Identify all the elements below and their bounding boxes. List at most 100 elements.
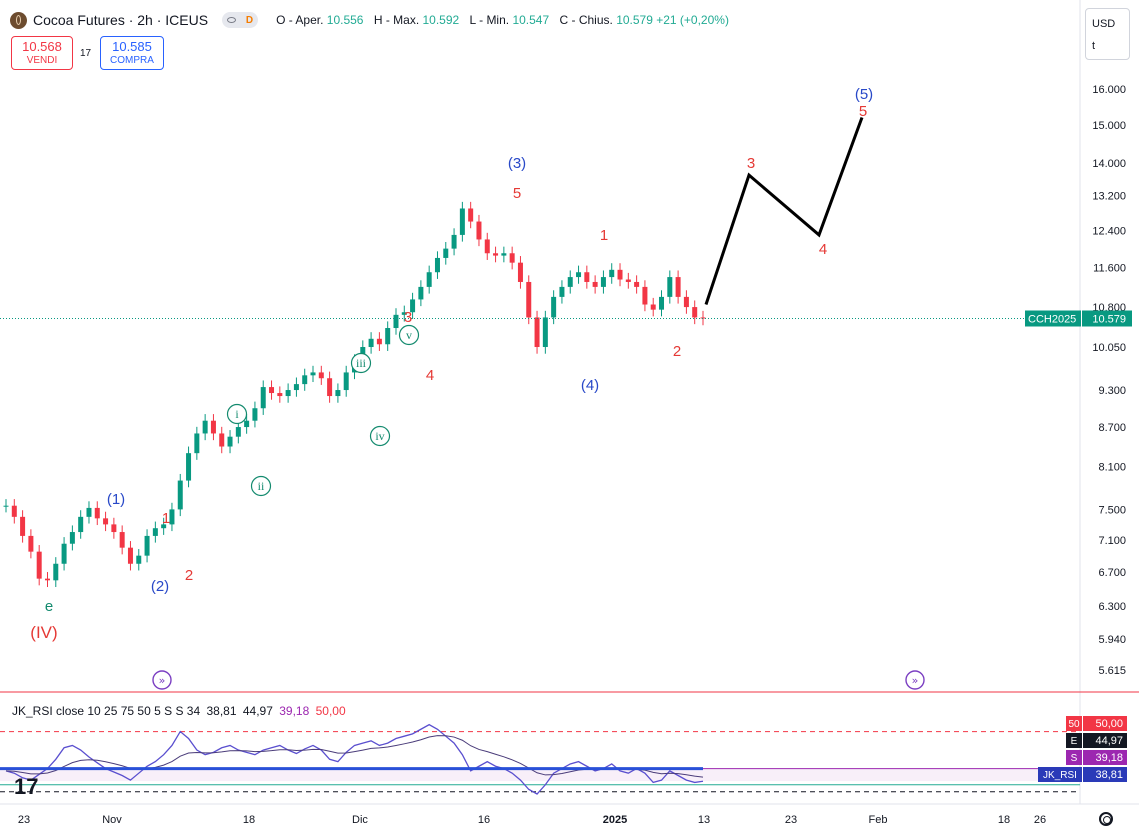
price-tick-label: 15.000 bbox=[1092, 120, 1126, 132]
candle-body bbox=[111, 524, 117, 533]
buy-button[interactable]: 10.585 COMPRA bbox=[100, 36, 164, 70]
wave-label-i: i bbox=[235, 407, 239, 421]
sell-price: 10.568 bbox=[22, 39, 62, 55]
time-tick-label: Feb bbox=[869, 814, 888, 826]
candle-body bbox=[393, 314, 399, 329]
candle-body bbox=[534, 317, 540, 348]
candle-body bbox=[625, 279, 631, 282]
buy-price: 10.585 bbox=[112, 39, 152, 55]
candle-body bbox=[202, 420, 208, 434]
candle-body bbox=[493, 253, 499, 256]
candle-body bbox=[177, 480, 183, 510]
price-tick-label: 10.050 bbox=[1092, 342, 1126, 354]
candle-body bbox=[683, 296, 689, 308]
wave-label-r2: 2 bbox=[185, 567, 193, 584]
rsi-tag-value: 50,00 bbox=[1095, 718, 1123, 730]
candle-body bbox=[468, 208, 474, 222]
time-tick-label: 26 bbox=[1034, 814, 1046, 826]
time-tick-label: 23 bbox=[785, 814, 797, 826]
candle-body bbox=[69, 532, 75, 544]
rsi-tag-key: JK_RSI bbox=[1043, 770, 1077, 781]
price-axis: 16.00015.00014.00013.20012.40011.60010.8… bbox=[1025, 0, 1139, 804]
candle-body bbox=[269, 387, 275, 394]
rsi-tag-key: E bbox=[1071, 736, 1078, 747]
elliott-projection-line bbox=[704, 116, 864, 305]
candle-body bbox=[484, 239, 490, 254]
candle-body bbox=[277, 393, 283, 397]
price-tick-label: 11.600 bbox=[1093, 262, 1126, 274]
candle-body bbox=[617, 269, 623, 280]
open-label: O - Aper. bbox=[276, 13, 324, 27]
candle-body bbox=[28, 535, 34, 552]
rsi-tag-key: S bbox=[1071, 753, 1078, 764]
rsi-tag-value-bg bbox=[1083, 733, 1127, 748]
candle-body bbox=[219, 433, 225, 447]
settings-gear-icon[interactable] bbox=[1099, 812, 1113, 826]
wave-label-iii: iii bbox=[356, 356, 367, 370]
candle-body bbox=[584, 272, 590, 282]
candle-body bbox=[609, 269, 615, 278]
candle-body bbox=[376, 338, 382, 345]
candle-body bbox=[186, 453, 192, 481]
indicator-legend[interactable]: JK_RSI close 10 25 75 50 5 S S 34 38,81 … bbox=[12, 704, 346, 718]
candle-body bbox=[335, 390, 341, 397]
candle-body bbox=[11, 505, 17, 517]
candle-body bbox=[285, 390, 291, 397]
time-tick-label: 18 bbox=[998, 814, 1010, 826]
wave-label-r5: 5 bbox=[513, 185, 521, 202]
candle-body bbox=[385, 328, 391, 345]
tradingview-logo-icon: 17 bbox=[14, 774, 38, 799]
visibility-toggle[interactable]: D bbox=[222, 12, 259, 28]
wave-label-r3: 3 bbox=[404, 309, 412, 326]
delayed-flag: D bbox=[245, 14, 254, 26]
price-tick-label: 6.300 bbox=[1098, 601, 1126, 613]
candle-body bbox=[327, 378, 333, 397]
candle-body bbox=[152, 528, 158, 536]
rsi-band bbox=[0, 768, 1080, 782]
candle-body bbox=[592, 281, 598, 287]
indicator-value-signal: 39,18 bbox=[279, 704, 310, 718]
time-tick-label: 16 bbox=[478, 814, 490, 826]
rsi-tag-key-bg bbox=[1066, 716, 1082, 731]
price-tick-label: 7.500 bbox=[1098, 504, 1126, 516]
rsi-tag-value: 39,18 bbox=[1095, 752, 1123, 764]
eye-icon bbox=[227, 17, 236, 23]
time-tick-label: 2025 bbox=[603, 814, 627, 826]
candle-body bbox=[310, 372, 316, 376]
sell-button[interactable]: 10.568 VENDI bbox=[11, 36, 73, 70]
candle-body bbox=[210, 420, 216, 434]
candle-body bbox=[161, 524, 167, 529]
price-tick-label: 13.200 bbox=[1092, 191, 1126, 203]
candle-body bbox=[459, 208, 465, 235]
indicator-value-level: 50,00 bbox=[315, 704, 346, 718]
wave-label-w3: (3) bbox=[508, 155, 526, 172]
currency-code: USD bbox=[1092, 18, 1116, 30]
high-value: 10.592 bbox=[422, 13, 460, 27]
wave-label-IV: (IV) bbox=[30, 623, 57, 642]
candle-body bbox=[692, 307, 698, 318]
wave-label-e: e bbox=[45, 598, 53, 615]
price-tick-label: 9.300 bbox=[1098, 385, 1126, 397]
scroll-arrow-glyph: » bbox=[912, 674, 919, 687]
symbol-badge-bg bbox=[1025, 310, 1081, 327]
currency-selector[interactable]: USD t bbox=[1085, 8, 1130, 60]
time-tick-label: 18 bbox=[243, 814, 255, 826]
buy-label: COMPRA bbox=[110, 54, 154, 66]
chart-header: Cocoa Futures · 2h · ICEUS D O - Aper. 1… bbox=[10, 10, 736, 30]
symbol-title[interactable]: Cocoa Futures · 2h · ICEUS bbox=[33, 12, 209, 28]
candle-body bbox=[103, 518, 109, 525]
rsi-tag-value: 44,97 bbox=[1095, 735, 1123, 747]
rsi-pane: 50 50,00 E 44,97 S 39,18 JK_RSI 38,81 17 bbox=[0, 691, 1139, 799]
elliott-labels: (IV)e(1)(2)(3)(4)(5)1234512345iiiiiiivv»… bbox=[30, 86, 925, 690]
close-label: C - Chius. bbox=[559, 13, 613, 27]
last-price-badge: 10.579 bbox=[1092, 313, 1126, 325]
open-value: 10.556 bbox=[326, 13, 364, 27]
candle-body bbox=[144, 535, 150, 556]
wave-label-r1: 1 bbox=[600, 227, 608, 244]
candle-body bbox=[293, 384, 299, 391]
wave-label-w2: (2) bbox=[151, 578, 169, 595]
wave-label-r4: 4 bbox=[819, 241, 827, 258]
price-tick-label: 6.700 bbox=[1098, 567, 1126, 579]
candles bbox=[0, 201, 1080, 588]
